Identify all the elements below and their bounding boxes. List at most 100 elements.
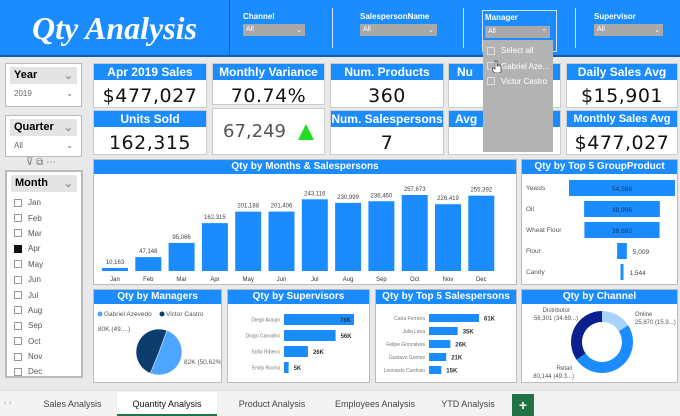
- bar-jan: [102, 268, 128, 271]
- card-monthly-variance: Monthly Variance 70.74%: [212, 63, 325, 107]
- data-label: 15K: [446, 369, 458, 375]
- tab-sales-analysis[interactable]: Sales Analysis: [43, 399, 102, 409]
- chart-title: Qty by Top 5 GroupProduct: [522, 160, 677, 174]
- bar-nov: [435, 204, 461, 271]
- month-item[interactable]: Oct: [7, 334, 81, 349]
- checkbox[interactable]: [14, 321, 22, 330]
- x-tick-label: Nov: [443, 277, 454, 283]
- add-sheet-button[interactable]: +: [512, 394, 534, 416]
- bar: [429, 353, 447, 361]
- category-label: Carla Ferreira: [394, 316, 425, 322]
- focus-mode-icon[interactable]: ⧉: [36, 157, 44, 168]
- tab-scroll-arrows[interactable]: ‹ ›: [4, 398, 12, 407]
- category-label: Candy: [526, 269, 546, 276]
- month-label: Jan: [28, 198, 41, 208]
- data-label: 82K (50.62%): [184, 359, 221, 366]
- salesperson-slicer[interactable]: SalespersonName All ⌄: [360, 12, 437, 36]
- filter-icon[interactable]: ⊽: [26, 157, 34, 168]
- supervisor-dropdown[interactable]: All ⌄: [594, 24, 663, 36]
- chevron-down-icon: ⌄: [296, 27, 302, 34]
- bar: [284, 362, 289, 373]
- month-label: Month: [15, 177, 48, 189]
- bar-dec: [468, 195, 495, 271]
- supervisor-slicer[interactable]: Supervisor All ⌄: [594, 12, 663, 36]
- tab-quantity-analysis[interactable]: Quantity Analysis: [117, 392, 217, 416]
- bar-aug: [335, 202, 362, 271]
- month-slicer[interactable]: Month ⌄ Jan Feb Mar Apr May Jun Jul Aug Sep Oct Nov…: [5, 170, 83, 378]
- year-slicer[interactable]: Year ⌄ 2019 ⌄: [5, 63, 82, 107]
- bar: [284, 330, 336, 341]
- month-label: Feb: [28, 213, 42, 223]
- month-item[interactable]: May: [7, 257, 81, 272]
- month-item[interactable]: Apr: [7, 241, 81, 256]
- year-dropdown[interactable]: 2019 ⌄: [6, 87, 81, 100]
- group-product-funnel: Yeasts 54,568 Oil 38,996 Wheat Flour 38,692 Fl…: [526, 180, 675, 280]
- sheet-tab-bar: [0, 390, 680, 416]
- supervisor-label: Supervisor: [594, 12, 636, 21]
- month-item[interactable]: Feb: [7, 210, 81, 225]
- month-item[interactable]: Jun: [7, 272, 81, 287]
- qty-by-supervisors-chart: Qty by Supervisors Diego Araujo 76K Diogo …: [227, 289, 370, 383]
- chevron-down-icon: ⌄: [63, 178, 73, 190]
- option-gabriel[interactable]: Gabriel Aze...: [483, 58, 553, 73]
- checkbox[interactable]: [14, 214, 22, 223]
- month-item[interactable]: Mar: [7, 226, 81, 241]
- year-label: Year: [14, 69, 38, 81]
- data-label: 80,144 (49.3...): [533, 374, 574, 380]
- month-item[interactable]: Jan: [7, 195, 81, 210]
- qty-by-channel-chart: Qty by Channel Online 25,870 (15.9...) Dis…: [521, 289, 678, 383]
- month-label: Mar: [28, 228, 42, 238]
- option-victor[interactable]: Victor Castro: [483, 74, 553, 89]
- bar: [429, 327, 458, 335]
- month-item[interactable]: Jul: [7, 287, 81, 302]
- month-item[interactable]: Aug: [7, 303, 81, 318]
- checkbox[interactable]: [14, 275, 22, 284]
- bar: [429, 366, 442, 374]
- data-label: 54,568: [612, 186, 632, 193]
- divider: [575, 8, 576, 48]
- bar-sep: [368, 201, 395, 271]
- quarter-slicer[interactable]: Quarter ⌄ All ⌄: [5, 115, 82, 157]
- tab-product-analysis[interactable]: Product Analysis: [238, 399, 306, 409]
- channel-slicer[interactable]: Channel All ⌄: [243, 12, 305, 36]
- checkbox[interactable]: [14, 306, 22, 315]
- checkbox[interactable]: [14, 229, 22, 238]
- data-label: 56K: [341, 334, 353, 340]
- salesperson-label: SalespersonName: [360, 12, 430, 21]
- tab-employees-analysis[interactable]: Employees Analysis: [334, 399, 416, 409]
- checkbox[interactable]: [14, 367, 22, 376]
- data-label: 38,692: [612, 228, 632, 235]
- category-label: Sofia Ribeiro: [251, 350, 280, 356]
- option-select-all[interactable]: Select all: [483, 43, 553, 58]
- x-tick-label: Feb: [143, 277, 154, 283]
- quarter-dropdown[interactable]: All ⌄: [6, 139, 81, 152]
- data-label: 162,315: [204, 215, 226, 221]
- month-item[interactable]: Dec: [7, 364, 81, 379]
- month-item[interactable]: Nov: [7, 349, 81, 364]
- checkbox[interactable]: [14, 291, 22, 300]
- bar: [429, 314, 479, 322]
- checkbox[interactable]: [14, 198, 22, 207]
- data-label: 56,301 (34.69...): [534, 316, 578, 322]
- salesperson-dropdown[interactable]: All ⌄: [360, 24, 437, 36]
- card-monthly-avg: Monthly Sales Avg $477,027: [566, 110, 678, 155]
- chart-title: Qty by Managers: [94, 290, 221, 304]
- checkbox[interactable]: [14, 244, 22, 253]
- month-label: Jul: [28, 290, 39, 300]
- manager-value: All: [488, 28, 496, 35]
- tab-ytd-analysis[interactable]: YTD Analysis: [441, 399, 495, 409]
- checkbox[interactable]: [14, 260, 22, 269]
- month-item[interactable]: Sep: [7, 318, 81, 333]
- checkbox[interactable]: [14, 337, 22, 346]
- manager-dropdown[interactable]: All ⌃: [485, 26, 550, 38]
- checkbox[interactable]: [14, 352, 22, 361]
- more-options-icon[interactable]: ⋯: [46, 157, 57, 168]
- page-title: Qty Analysis: [0, 0, 230, 57]
- card-value: $15,901: [580, 85, 664, 107]
- pie-slice: [135, 328, 168, 374]
- month-label: Oct: [28, 336, 41, 346]
- category-label: Yeasts: [526, 185, 546, 192]
- donut-slice: [571, 311, 602, 360]
- card-variance-kpi: 67,249: [212, 108, 325, 155]
- channel-dropdown[interactable]: All ⌄: [243, 24, 305, 36]
